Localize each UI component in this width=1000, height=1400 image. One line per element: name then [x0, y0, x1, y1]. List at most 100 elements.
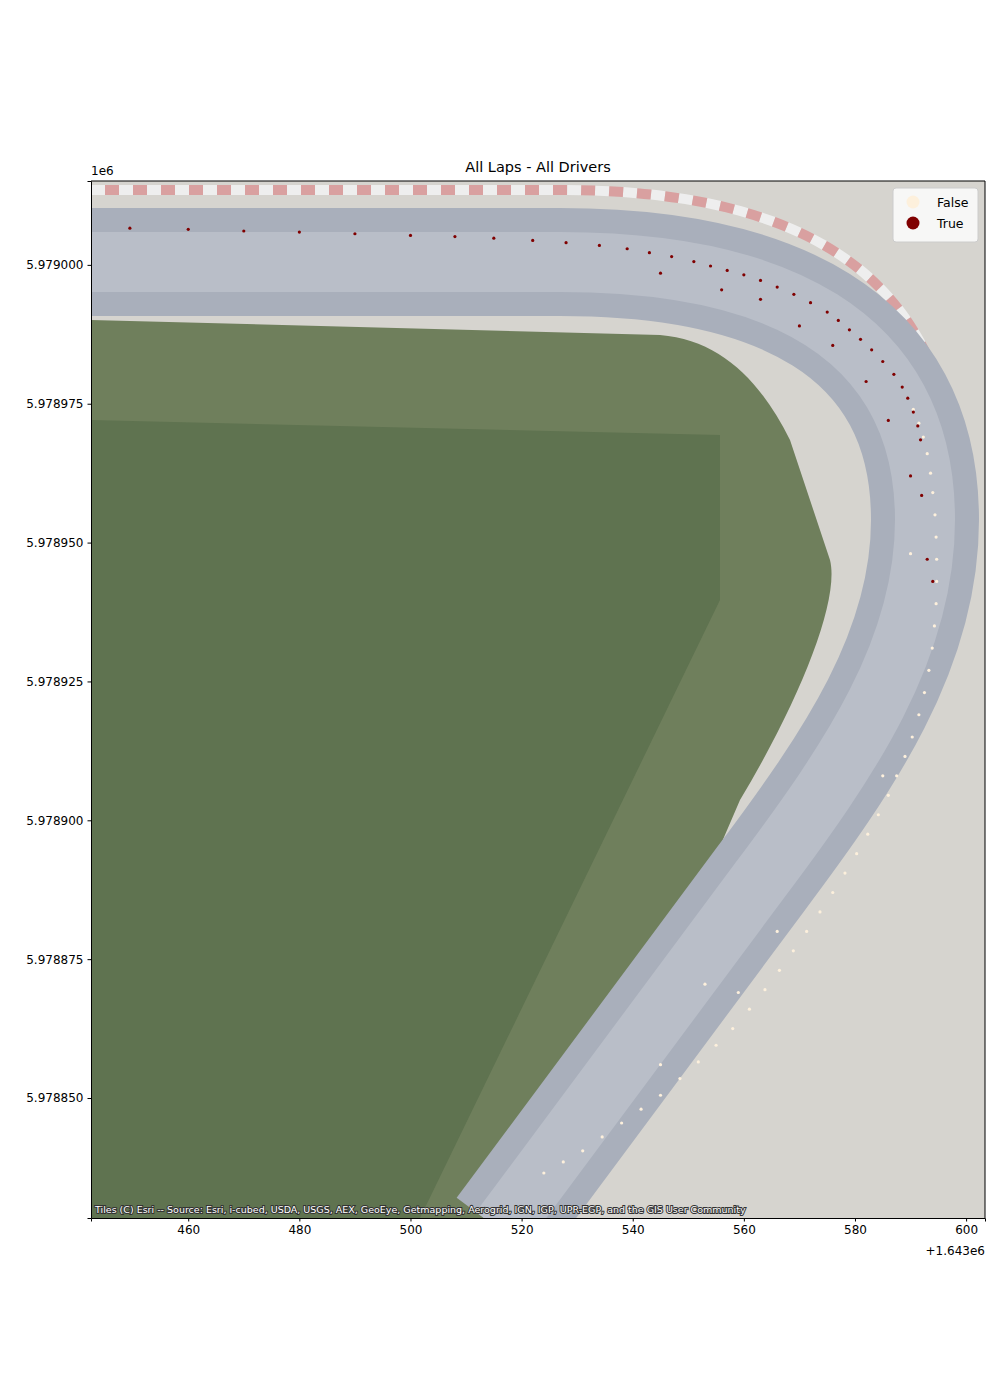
point: [581, 1149, 584, 1152]
point: [892, 373, 895, 376]
point: [242, 229, 245, 232]
point: [855, 852, 858, 855]
frame: [91, 181, 985, 182]
y-offset: 1e6: [91, 164, 114, 178]
x-tick: 600: [955, 1218, 978, 1237]
x-tick-label: 520: [511, 1223, 534, 1237]
x-tick: 560: [733, 1218, 756, 1237]
legend-label: True: [936, 216, 964, 231]
point: [659, 272, 662, 275]
point: [935, 535, 938, 538]
y-tick-mark: [88, 404, 92, 405]
x-tick-mark: [855, 1218, 856, 1222]
point: [859, 338, 862, 341]
point: [864, 380, 867, 383]
x-tick-label: 560: [733, 1223, 756, 1237]
chart: Tiles (C) Esri -- Source: Esri, i-cubed,…: [0, 0, 1000, 1400]
point: [923, 691, 926, 694]
point: [763, 988, 766, 991]
x-tick-label: 580: [844, 1223, 867, 1237]
point: [748, 1008, 751, 1011]
x-axis: 460480500520540560580600: [92, 1218, 986, 1237]
title: All Laps - All Drivers: [465, 159, 611, 175]
legend-frame: [893, 188, 978, 242]
point: [492, 237, 495, 240]
point: [659, 1063, 662, 1066]
point: [128, 227, 131, 230]
y-tick: 5.978925: [26, 675, 91, 689]
x-tick: 540: [622, 1218, 645, 1237]
grass: [91, 320, 832, 1218]
point: [903, 755, 906, 758]
y-tick: 5.979000: [26, 258, 91, 272]
track-center: [91, 262, 925, 1218]
point: [931, 647, 934, 650]
point: [759, 298, 762, 301]
y-tick-label: 5.978900: [26, 814, 83, 828]
point: [831, 891, 834, 894]
point: [620, 1121, 623, 1124]
point: [895, 774, 898, 777]
point: [848, 328, 851, 331]
y-tick-mark: [88, 681, 92, 682]
point: [920, 494, 923, 497]
y-tick-mark: [88, 543, 92, 544]
point: [887, 794, 890, 797]
point: [843, 871, 846, 874]
point: [931, 491, 934, 494]
point: [562, 1160, 565, 1163]
point: [298, 231, 301, 234]
point: [866, 833, 869, 836]
point: [187, 228, 190, 231]
point: [917, 713, 920, 716]
points: [128, 227, 938, 1175]
attribution: Tiles (C) Esri -- Source: Esri, i-cubed,…: [94, 1204, 746, 1215]
point: [737, 991, 740, 994]
x-tick: 500: [400, 1218, 423, 1237]
y-tick-mark: [88, 1098, 92, 1099]
point: [792, 293, 795, 296]
point: [726, 269, 729, 272]
x-tick-label: 480: [288, 1223, 311, 1237]
y-tick-label: 5.979000: [26, 258, 83, 272]
x-axis-line: [92, 1219, 986, 1222]
y-axis: 5.9788505.9788755.9789005.9789255.978950…: [26, 182, 91, 1219]
point: [720, 288, 723, 291]
point: [776, 930, 779, 933]
point: [935, 580, 938, 583]
x-tick-mark: [188, 1218, 189, 1222]
x-tick: 520: [511, 1218, 534, 1237]
point: [881, 360, 884, 363]
point: [648, 251, 651, 254]
x-tick-label: 500: [400, 1223, 423, 1237]
point: [935, 558, 938, 561]
series: [128, 227, 934, 583]
x-tick-mark: [633, 1218, 634, 1222]
x-tick-mark: [522, 1218, 523, 1222]
y-tick-label: 5.978875: [26, 953, 83, 967]
point: [881, 774, 884, 777]
point: [922, 435, 925, 438]
point: [670, 255, 673, 258]
point: [353, 232, 356, 235]
y-tick-mark: [88, 959, 92, 960]
point: [692, 260, 695, 263]
y-tick-mark: [88, 265, 92, 266]
point: [759, 279, 762, 282]
point: [601, 1135, 604, 1138]
point: [778, 969, 781, 972]
y-tick: 5.978875: [26, 953, 91, 967]
point: [916, 424, 919, 427]
point: [776, 285, 779, 288]
x-tick-mark: [410, 1218, 411, 1222]
basemap: [91, 181, 985, 1218]
legend-label: False: [937, 195, 969, 210]
x-tick-mark: [744, 1218, 745, 1222]
point: [901, 385, 904, 388]
y-tick: 5.978900: [26, 814, 91, 828]
point: [926, 452, 929, 455]
point: [911, 735, 914, 738]
point: [818, 910, 821, 913]
point: [877, 813, 880, 816]
x-offset: +1.643e6: [926, 1244, 985, 1258]
